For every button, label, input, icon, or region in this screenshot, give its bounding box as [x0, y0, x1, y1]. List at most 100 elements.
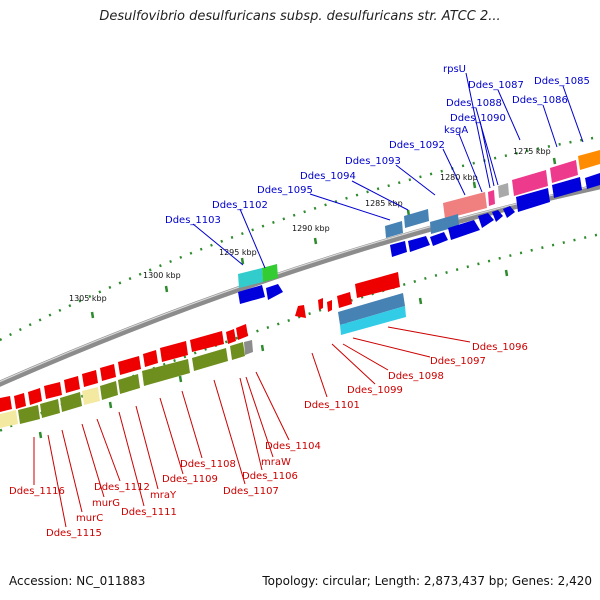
gene-arrow [295, 305, 306, 318]
leader-line [458, 133, 483, 193]
gene-box [118, 374, 140, 394]
gene-box [385, 221, 403, 238]
gene-label: Ddes_1112 [94, 482, 150, 493]
gene-arrow [226, 329, 236, 344]
gene-arrow [238, 285, 265, 304]
gene-label: Ddes_1115 [46, 528, 102, 539]
gene-box [338, 293, 405, 325]
major-tick [472, 181, 477, 189]
gene-label: murG [92, 498, 120, 509]
kbp-label: 1295 kbp [219, 248, 257, 257]
bottom-gene-labels: Ddes_1096 Ddes_1097 Ddes_1098 Ddes_1099 … [9, 342, 528, 539]
leader-line [352, 337, 431, 358]
leader-line [562, 85, 584, 143]
leader-line [395, 164, 436, 196]
kbp-label: 1290 kbp [292, 224, 330, 233]
gene-label: Ddes_1108 [180, 459, 236, 470]
leader-line [465, 72, 491, 189]
gene-arrow [478, 213, 494, 228]
gene-arrow [503, 206, 515, 218]
gene-label: Ddes_1095 [257, 185, 313, 196]
leader-line [213, 379, 246, 485]
major-tick [164, 285, 169, 293]
leader-line [118, 411, 145, 507]
gene-label: rpsU [443, 64, 466, 75]
leader-line [442, 148, 466, 196]
gene-box [512, 170, 548, 196]
gene-box [60, 392, 82, 412]
gene-arrow [337, 292, 352, 308]
gene-box [244, 340, 253, 355]
gene-label: Ddes_1109 [162, 474, 218, 485]
leader-line [309, 193, 391, 221]
leader-line [239, 377, 263, 471]
gene-arrow [143, 350, 158, 367]
gene-arrow [64, 376, 80, 393]
gene-label: mraY [150, 490, 177, 501]
kbp-label: 1280 kbp [440, 173, 478, 182]
leader-line [181, 390, 203, 459]
leader-line [387, 326, 471, 343]
gene-label: ksgA [444, 125, 468, 136]
leader-line [331, 343, 376, 385]
gene-arrow [492, 210, 503, 222]
kbp-label: 1305 kbp [69, 294, 107, 303]
major-tick [552, 157, 557, 165]
gene-arrow [516, 188, 550, 212]
major-tick [90, 311, 95, 319]
gene-box [430, 214, 459, 234]
leader-line [255, 371, 290, 441]
gene-label: Ddes_1096 [472, 342, 528, 353]
outer-tick-ring [0, 135, 600, 342]
major-tick [108, 401, 113, 409]
gene-arrow [390, 241, 407, 257]
kbp-label: 1275 kbp [513, 147, 551, 156]
top-gene-labels: rpsU Ddes_1087 Ddes_1085 Ddes_1088 Ddes_… [165, 64, 590, 226]
kbp-label: 1300 kbp [143, 271, 181, 280]
gene-label: Ddes_1093 [345, 156, 401, 167]
gene-arrow [0, 396, 12, 412]
gene-box [550, 160, 578, 183]
accession-text: Accession: NC_011883 [9, 574, 146, 588]
gene-arrow [585, 173, 600, 189]
major-tick [418, 297, 423, 305]
gene-box [40, 399, 60, 418]
gene-label: Ddes_1107 [223, 486, 279, 497]
gene-label: Ddes_1098 [388, 371, 444, 382]
gene-box [192, 348, 228, 371]
organism-title: Desulfovibrio desulfuricans subsp. desul… [99, 9, 501, 24]
gene-label: Ddes_1106 [242, 471, 298, 482]
gene-label: mraW [261, 457, 291, 468]
gene-label: Ddes_1099 [347, 385, 403, 396]
gene-arrow [160, 341, 188, 362]
gene-box [488, 190, 495, 206]
gene-arrow [82, 370, 98, 387]
reverse-strand-boxes [0, 293, 406, 428]
gene-arrow [430, 232, 448, 246]
leader-line [497, 89, 521, 141]
gene-arrow [28, 388, 42, 405]
major-tick [260, 344, 265, 352]
bottom-leader-lines [33, 326, 471, 528]
top-leader-lines [192, 72, 584, 269]
gene-label: Ddes_1087 [468, 80, 524, 91]
gene-arrow [552, 177, 582, 198]
gene-label: Ddes_1085 [534, 76, 590, 87]
gene-label: Ddes_1088 [446, 98, 502, 109]
leader-line [239, 208, 266, 269]
gene-label: Ddes_1092 [389, 140, 445, 151]
gene-label: murC [76, 513, 103, 524]
gene-arrow [190, 331, 224, 352]
leader-line [96, 418, 121, 482]
gene-arrow [408, 236, 430, 252]
major-tick [178, 375, 183, 383]
leader-line [351, 180, 409, 211]
kbp-label: 1285 kbp [365, 199, 403, 208]
gene-arrow [355, 272, 400, 298]
gene-box [18, 405, 40, 424]
gene-label: Ddes_1103 [165, 215, 221, 226]
gene-box [404, 209, 429, 228]
leader-line [342, 343, 389, 371]
